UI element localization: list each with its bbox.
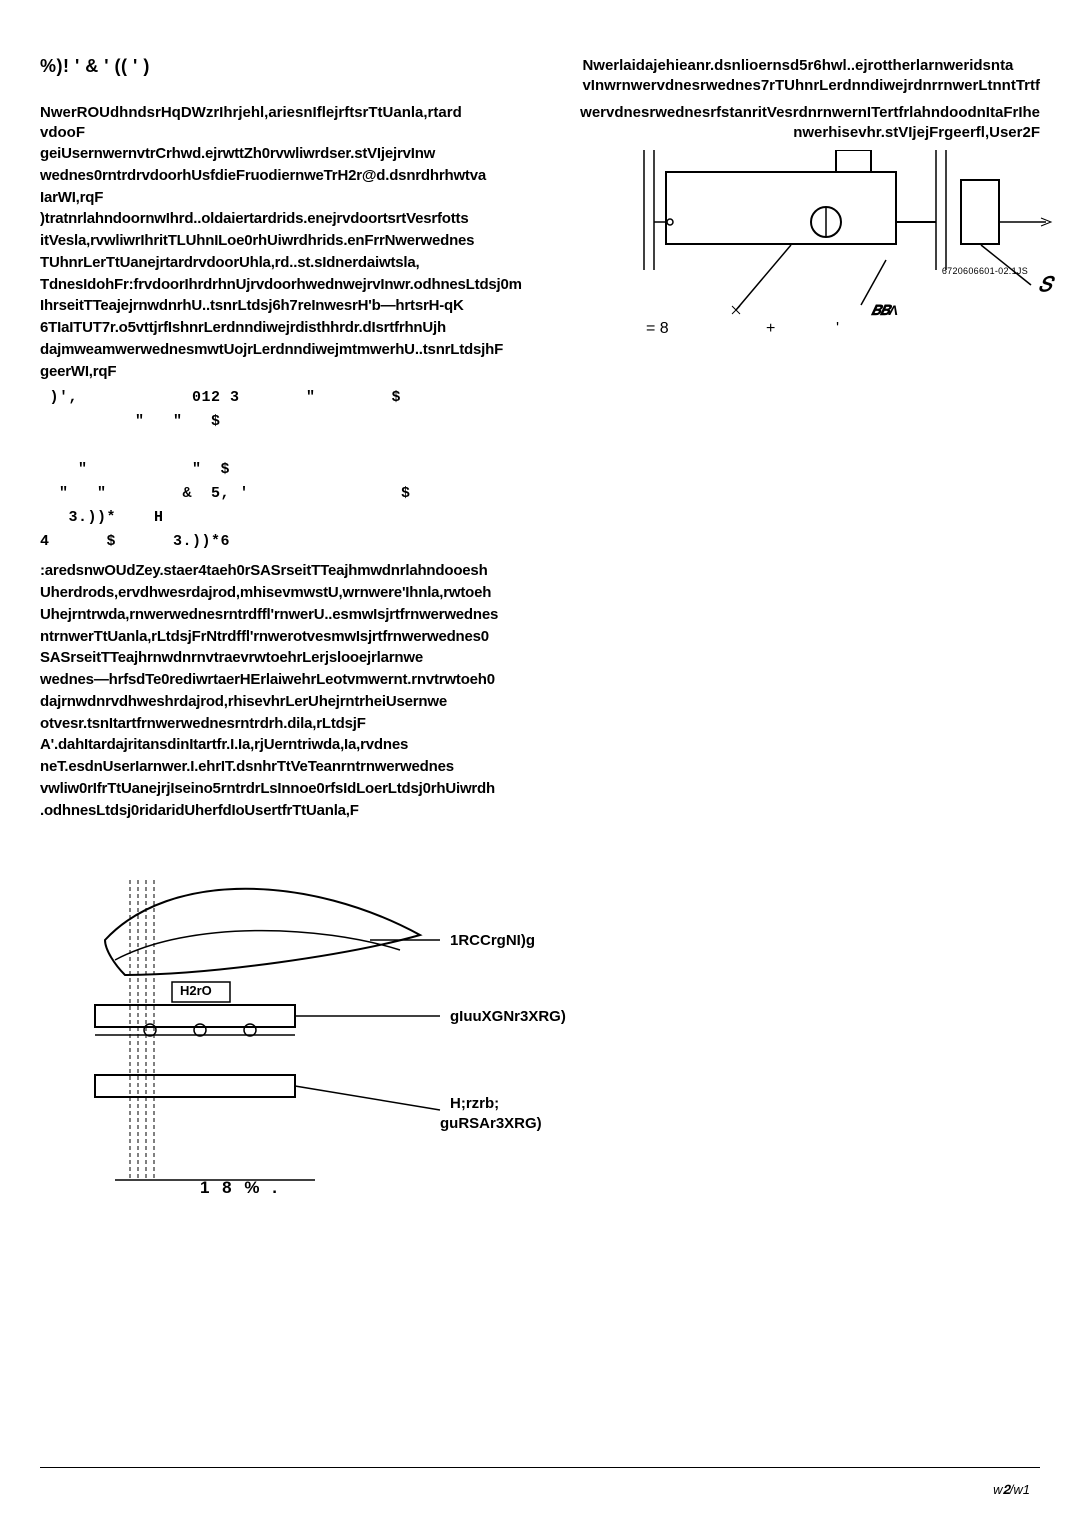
para-line: geiUsernwernvtrCrhwd.ejrwttZh0rvwliwrdse… bbox=[40, 143, 640, 165]
para-line: :aredsnwOUdZey.staer4taeh0rSASrseitTTeaj… bbox=[40, 560, 660, 582]
subhead-left: NwerROUdhndsrHqDWzrIhrjehl,ariesnIflejrf… bbox=[40, 103, 462, 123]
fig-top-label-bbx: 𝑩𝑩Λ bbox=[871, 302, 897, 319]
fig-top-partnum: 6720606601-02.1JS bbox=[942, 266, 1028, 276]
para-line: Uherdrods,ervdhwesrdajrod,mhisevmwstU,wr… bbox=[40, 582, 660, 604]
table-row: 3.))* H bbox=[40, 509, 164, 526]
fig-top-caption-eq: = 8 bbox=[646, 320, 669, 338]
para-line: dajrnwdnrvdhweshrdajrod,rhisevhrLerUhejr… bbox=[40, 691, 660, 713]
running-head-right: Nwerlaidajehieanr.dsnlioernsd5r6hwl..ejr… bbox=[582, 56, 1040, 97]
para-line: TUhnrLerTtUanejrtardrvdoorUhla,rd..st.sI… bbox=[40, 252, 640, 274]
para-line: A'.dahItardajritansdinItartfr.I.Ia,rjUer… bbox=[40, 734, 660, 756]
page-footer: w𝟐/w1 bbox=[993, 1482, 1030, 1498]
fig-top-caption-plus: + bbox=[766, 320, 775, 338]
running-head-line: vInwrnwervdnesrwednes7rTUhnrLerdnndiwejr… bbox=[582, 76, 1040, 96]
fig-top-caption-tick: ' bbox=[836, 320, 839, 338]
figure-top-diagram: = 8 + ' 𝑩𝑩Λ 6720606601-02.1JS 𝑆 bbox=[636, 150, 1056, 350]
para-line: .odhnesLtdsj0ridaridUherfdIoUsertfrTtUan… bbox=[40, 800, 660, 822]
subhead-right-2: nwerhisevhr.stVIjejFrgeerfl,User2F bbox=[793, 123, 1040, 143]
figure-bottom-diagram: H2rO 1RCCrgNI)g gIuuXGNr3XRG) H;rzrb; gu… bbox=[90, 880, 670, 1220]
para-line: TdnesIdohFr:frvdoorIhrdrhnUjrvdoorhwednw… bbox=[40, 274, 640, 296]
fig-bottom-label-bot1: H;rzrb; bbox=[450, 1095, 499, 1112]
para-line: geerWI,rqF bbox=[40, 361, 640, 383]
para-line: Uhejrntrwda,rnwerwednesrntrdffl'rnwerU..… bbox=[40, 604, 660, 626]
paragraph-2: :aredsnwOUdZey.staer4taeh0rSASrseitTTeaj… bbox=[40, 560, 660, 821]
footer-rule bbox=[40, 1467, 1040, 1468]
para-line: otvesr.tsnItartfrnwerwednesrntrdrh.dila,… bbox=[40, 713, 660, 735]
para-line: neT.esdnUserIarnwer.I.ehrIT.dsnhrTtVeTea… bbox=[40, 756, 660, 778]
fig-bottom-axis-label: 1 8 % . bbox=[200, 1178, 281, 1198]
para-line: )tratnrlahndoornwIhrd..oldaiertardrids.e… bbox=[40, 208, 640, 230]
subhead-right: wervdnesrwednesrfstanritVesrdnrnwernITer… bbox=[580, 103, 1040, 123]
fig-top-symbol-s: 𝑆 bbox=[1039, 274, 1052, 297]
inline-table: )', 012 3 " $ " " $ " " $ " " & 5, ' $ 3… bbox=[40, 386, 1040, 554]
para-line: SASrseitTTeajhrnwdnrnvtraevrwtoehrLerjsl… bbox=[40, 647, 660, 669]
figure-top-svg bbox=[636, 150, 1056, 350]
para-line: itVesla,rvwliwrIhritTLUhnILoe0rhUiwrdhri… bbox=[40, 230, 640, 252]
table-row: 4 $ 3.))*6 bbox=[40, 533, 230, 550]
subhead-left-2: vdooF bbox=[40, 123, 85, 143]
figure-bottom-svg bbox=[90, 880, 670, 1200]
table-row: " " & 5, ' $ bbox=[40, 485, 411, 502]
fig-bottom-label-bot2: guRSAr3XRG) bbox=[440, 1115, 542, 1132]
table-row: " " $ bbox=[40, 461, 230, 478]
table-row: " " $ bbox=[40, 413, 221, 430]
para-line: vwliw0rIfrTtUanejrjIseino5rntrdrLsInnoe0… bbox=[40, 778, 660, 800]
para-line: dajmweamwerwednesmwtUojrLerdnndiwejmtmwe… bbox=[40, 339, 640, 361]
fig-bottom-label-mid: gIuuXGNr3XRG) bbox=[450, 1008, 566, 1025]
running-head-line: Nwerlaidajehieanr.dsnlioernsd5r6hwl..ejr… bbox=[582, 56, 1040, 76]
para-line: wednes—hrfsdTe0rediwrtaerHErlaiwehrLeotv… bbox=[40, 669, 660, 691]
para-line: ntrnwerTtUanla,rLtdsjFrNtrdffl'rnwerotve… bbox=[40, 626, 660, 648]
fig-bottom-label-h2r: H2rO bbox=[180, 983, 212, 998]
paragraph-1: geiUsernwernvtrCrhwd.ejrwttZh0rvwliwrdse… bbox=[40, 143, 640, 382]
fig-bottom-label-top: 1RCCrgNI)g bbox=[450, 932, 535, 949]
para-line: IarWI,rqF bbox=[40, 187, 640, 209]
para-line: wednes0rntrdrvdoorhUsfdieFruodiernweTrH2… bbox=[40, 165, 640, 187]
table-row: )', 012 3 " $ bbox=[40, 389, 401, 406]
para-line: 6TIaITUT7r.o5vttjrfIshnrLerdnndiwejrdist… bbox=[40, 317, 640, 339]
page-number-header: %)! ' & ' (( ' ) bbox=[40, 56, 150, 77]
para-line: IhrseitTTeajejrnwdnrhU..tsnrLtdsj6h7reIn… bbox=[40, 295, 640, 317]
